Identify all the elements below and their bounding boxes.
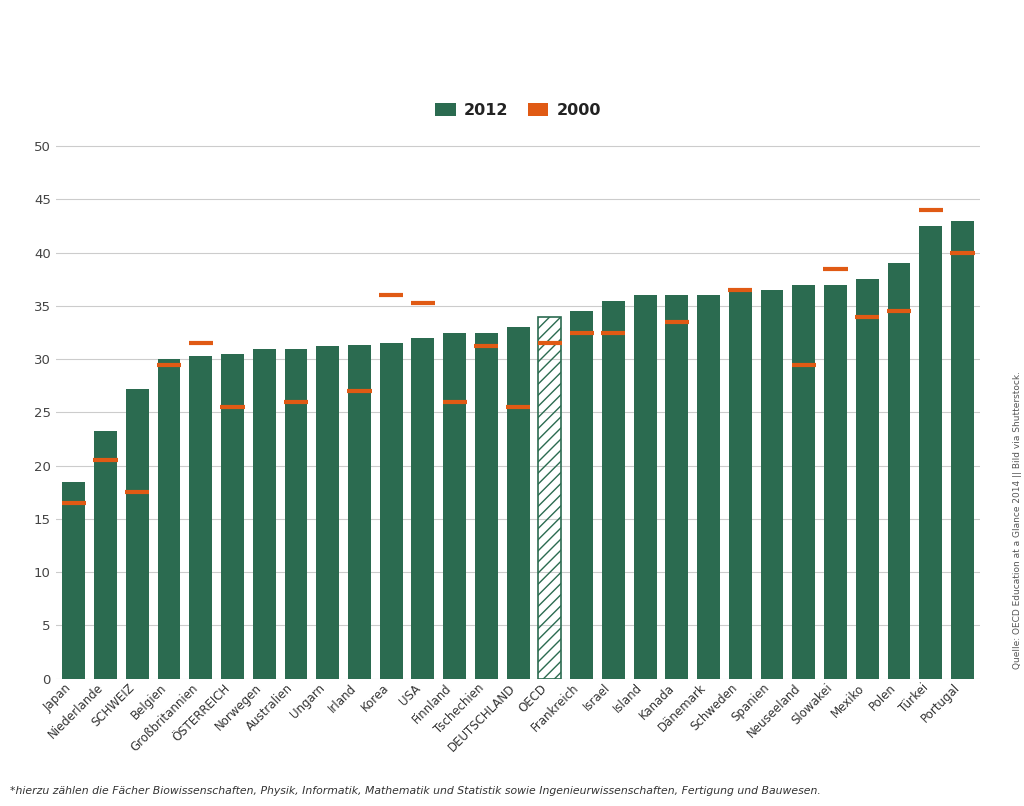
Bar <box>380 343 402 679</box>
Legend: 2012, 2000: 2012, 2000 <box>429 97 607 125</box>
Bar <box>856 280 879 679</box>
Bar <box>793 285 815 679</box>
Text: Quelle: OECD Education at a Glance 2014 || Bild via Shutterstock.: Quelle: OECD Education at a Glance 2014 … <box>1014 371 1022 669</box>
Bar <box>666 295 688 679</box>
Bar <box>602 301 625 679</box>
Text: »: » <box>12 16 41 59</box>
Bar <box>920 226 942 679</box>
Bar <box>62 482 85 679</box>
Bar <box>951 221 974 679</box>
Bar <box>475 333 498 679</box>
Bar <box>189 356 212 679</box>
Bar <box>158 359 180 679</box>
Bar <box>126 389 148 679</box>
Bar <box>412 338 434 679</box>
Bar <box>824 285 847 679</box>
Bar <box>285 348 307 679</box>
Bar <box>729 290 752 679</box>
Bar <box>348 345 371 679</box>
Bar <box>316 347 339 679</box>
Text: *hierzu zählen die Fächer Biowissenschaften, Physik, Informatik, Mathematik und : *hierzu zählen die Fächer Biowissenschaf… <box>10 787 821 796</box>
Bar <box>221 354 244 679</box>
Text: Männersache?: Männersache? <box>49 13 410 56</box>
Bar <box>570 311 593 679</box>
Bar <box>507 327 529 679</box>
Bar <box>539 317 561 679</box>
Bar <box>697 295 720 679</box>
Bar <box>253 348 275 679</box>
Bar <box>634 295 656 679</box>
Bar <box>94 430 117 679</box>
Bar <box>888 264 910 679</box>
Bar <box>443 333 466 679</box>
Text: Anteil der Uniabsolventinnen in MINT-Fächern*, in Prozent, 2000 und 2012: Anteil der Uniabsolventinnen in MINT-Fäc… <box>49 80 645 94</box>
Bar <box>761 290 783 679</box>
